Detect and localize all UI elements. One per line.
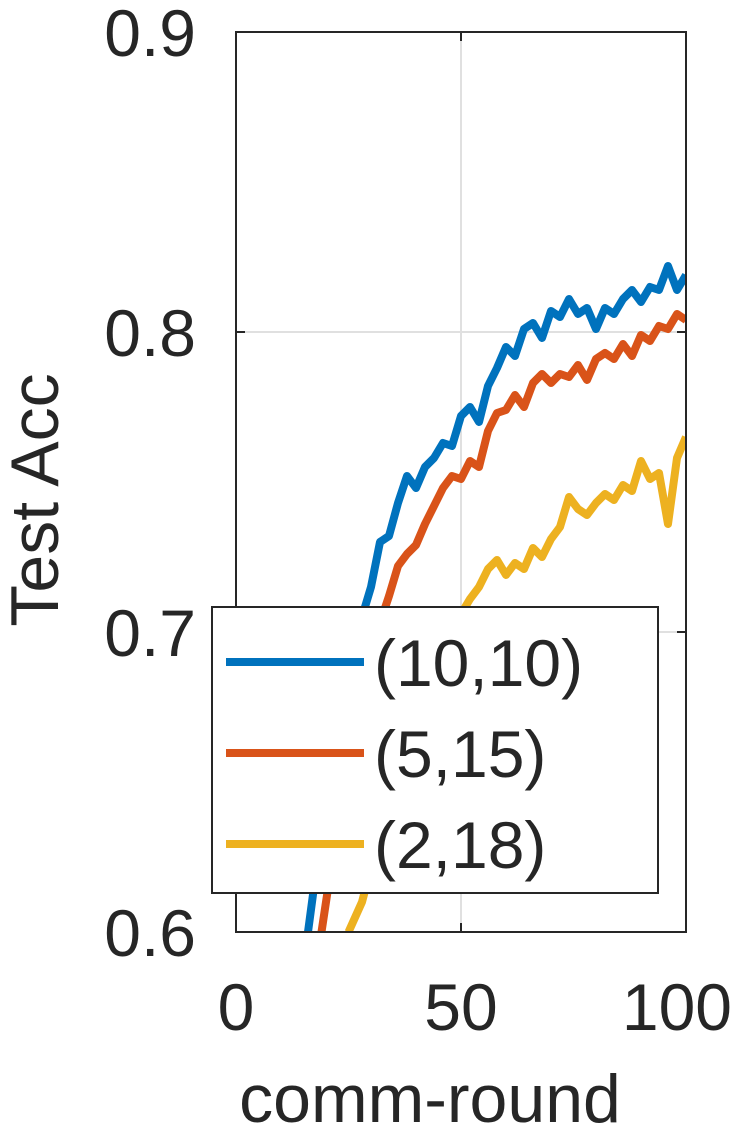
series-line-2: [317, 310, 686, 932]
legend-label-2: (5,15): [374, 717, 546, 791]
y-tick-label: 0.6: [104, 896, 196, 970]
legend-label-1: (10,10): [374, 626, 583, 700]
y-axis-label: Test Acc: [0, 373, 73, 626]
legend: (10,10) (5,15) (2,18): [211, 606, 659, 894]
y-tick-label: 0.8: [104, 296, 196, 370]
x-tick-label: 100: [622, 970, 732, 1044]
y-tick-labels: 0.6 0.7 0.8 0.9: [104, 0, 196, 970]
x-tick-label: 0: [218, 970, 255, 1044]
x-tick-label: 50: [424, 970, 497, 1044]
y-tick-label: 0.9: [104, 0, 196, 70]
x-axis-label: comm-round: [239, 1061, 621, 1130]
y-tick-label: 0.7: [104, 596, 196, 670]
series-line-1: [304, 262, 686, 932]
legend-label-3: (2,18): [374, 808, 546, 882]
x-tick-labels: 0 50 100: [218, 970, 732, 1044]
